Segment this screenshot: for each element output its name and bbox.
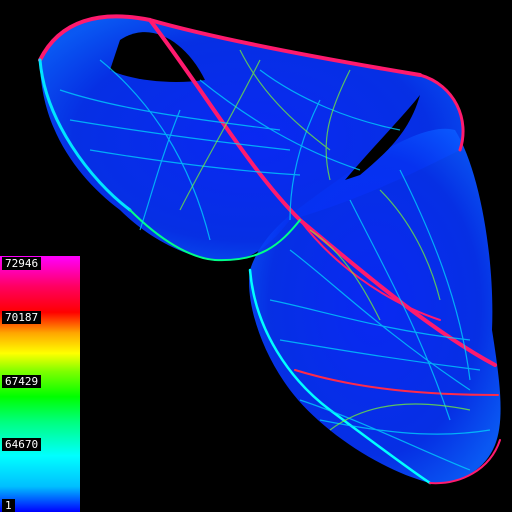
colorbar-label-max: 72946 <box>2 257 42 270</box>
center-gap <box>345 95 420 180</box>
colorbar-label-67429: 67429 <box>2 375 42 388</box>
upper-gap <box>110 32 205 82</box>
colorbar: 72946 70187 67429 64670 1 <box>0 256 80 512</box>
colorbar-label-64670: 64670 <box>2 438 42 451</box>
colorbar-label-min: 1 <box>2 499 15 512</box>
colorbar-label-70187: 70187 <box>2 311 42 324</box>
